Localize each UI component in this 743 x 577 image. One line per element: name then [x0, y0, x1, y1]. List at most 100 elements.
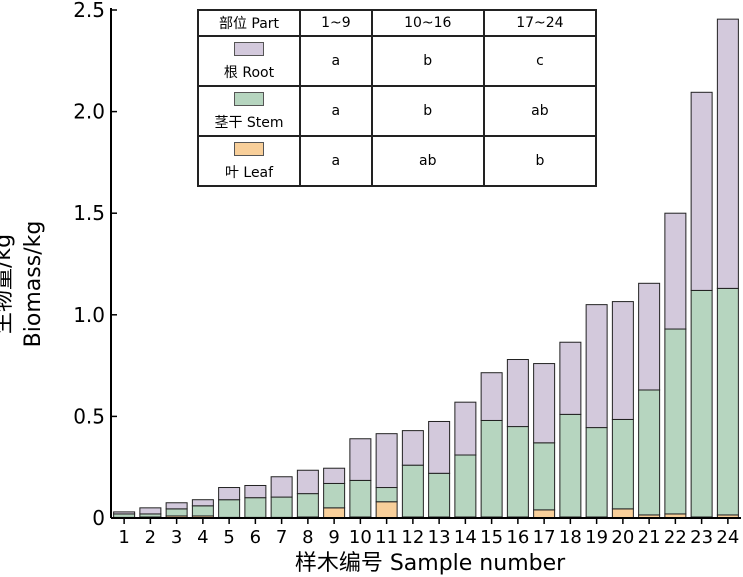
- legend-stem-cell: 茎干 Stem: [197, 85, 301, 137]
- leaf-sig-group-3: b: [482, 135, 598, 187]
- bar-root-17: [533, 363, 556, 444]
- y-tick-label-5: 2.5: [73, 0, 105, 22]
- bar-leaf-9: [323, 507, 346, 519]
- legend-header-row: 部位 Part 1~9 10~16 17~24: [197, 9, 598, 37]
- root-label: 根 Root: [223, 65, 275, 81]
- y-tick-label-1: 0.5: [73, 404, 105, 428]
- bar-root-7: [270, 476, 293, 498]
- bar-stem-7: [270, 496, 293, 518]
- x-tick-label-16: 16: [506, 527, 529, 548]
- legend-header-part: 部位 Part: [197, 9, 301, 37]
- bar-stem-5: [218, 499, 241, 518]
- bar-stem-8: [296, 493, 319, 518]
- bar-root-3: [165, 502, 188, 510]
- x-tick-label-21: 21: [638, 527, 661, 548]
- bar-stem-19: [585, 427, 608, 518]
- y-tick-label-4: 2.0: [73, 100, 105, 124]
- bar-stem-11: [375, 487, 398, 503]
- leaf-label: 叶 Leaf: [224, 165, 274, 181]
- bar-root-10: [349, 438, 372, 481]
- x-tick-label-20: 20: [611, 527, 634, 548]
- bar-root-20: [611, 301, 634, 420]
- bar-leaf-11: [375, 501, 398, 519]
- x-tick-label-4: 4: [197, 527, 208, 548]
- y-tick-label-3: 1.5: [73, 201, 105, 225]
- x-tick-label-14: 14: [454, 527, 477, 548]
- x-tick-label-22: 22: [664, 527, 687, 548]
- stem-sig-group-2: b: [370, 85, 485, 137]
- legend-row-leaf: 叶 Leaf a ab b: [197, 135, 598, 187]
- bar-stem-13: [428, 472, 451, 518]
- y-axis-label-cn: 生物量/kg: [0, 233, 16, 335]
- y-tick-label-2: 1.0: [73, 303, 105, 327]
- y-axis-label: 生物量/kg Biomass/kg: [0, 169, 61, 399]
- bar-root-14: [454, 401, 477, 456]
- bar-stem-14: [454, 454, 477, 518]
- bar-root-21: [638, 282, 661, 391]
- bar-stem-10: [349, 479, 372, 518]
- bar-stem-22: [664, 328, 687, 515]
- x-tick-label-18: 18: [559, 527, 582, 548]
- x-tick-label-24: 24: [716, 527, 739, 548]
- bar-root-16: [506, 359, 529, 428]
- x-tick-label-17: 17: [533, 527, 556, 548]
- bar-leaf-17: [533, 509, 556, 519]
- legend-header-group-1: 1~9: [299, 9, 373, 37]
- legend-row-stem: 茎干 Stem a b ab: [197, 85, 598, 137]
- bar-stem-6: [244, 497, 267, 518]
- bar-root-18: [559, 341, 582, 415]
- bar-root-2: [139, 507, 162, 515]
- y-tick-label-0: 0: [92, 506, 105, 530]
- x-axis-label: 样木编号 Sample number: [294, 551, 566, 576]
- stem-label: 茎干 Stem: [214, 115, 284, 131]
- bar-root-6: [244, 484, 267, 499]
- stem-sig-group-1: a: [299, 85, 373, 137]
- x-tick-label-2: 2: [145, 527, 156, 548]
- root-sig-group-2: b: [370, 35, 485, 87]
- bar-root-22: [664, 212, 687, 330]
- bar-root-1: [113, 511, 136, 515]
- legend-root-cell: 根 Root: [197, 35, 301, 87]
- legend-row-root: 根 Root a b c: [197, 35, 598, 87]
- bar-root-15: [480, 372, 503, 421]
- x-tick-label-8: 8: [302, 527, 313, 548]
- legend-header-group-2: 10~16: [370, 9, 485, 37]
- bar-stem-20: [611, 418, 634, 510]
- x-tick-label-12: 12: [401, 527, 424, 548]
- legend-significance-table: 部位 Part 1~9 10~16 17~24 根 Root a b c 茎干 …: [197, 9, 598, 187]
- bar-stem-3: [165, 508, 188, 517]
- leaf-sig-group-2: ab: [370, 135, 485, 187]
- bar-stem-9: [323, 482, 346, 509]
- bar-stem-18: [559, 413, 582, 518]
- x-tick-label-19: 19: [585, 527, 608, 548]
- bar-stem-21: [638, 389, 661, 516]
- bar-root-19: [585, 304, 608, 429]
- bar-root-9: [323, 467, 346, 484]
- bar-stem-4: [191, 505, 214, 517]
- bar-root-13: [428, 420, 451, 474]
- bar-root-4: [191, 499, 214, 507]
- y-axis-label-en: Biomass/kg: [21, 220, 46, 348]
- bar-root-11: [375, 433, 398, 489]
- bar-root-23: [690, 91, 713, 291]
- x-tick-label-6: 6: [250, 527, 261, 548]
- x-tick-label-1: 1: [118, 527, 129, 548]
- bar-stem-17: [533, 442, 556, 511]
- root-swatch: [234, 42, 264, 56]
- bar-stem-23: [690, 289, 713, 518]
- x-tick-label-9: 9: [328, 527, 339, 548]
- x-tick-label-15: 15: [480, 527, 503, 548]
- stem-sig-group-3: ab: [482, 85, 598, 137]
- bar-root-24: [716, 18, 739, 289]
- x-tick-label-5: 5: [223, 527, 234, 548]
- stem-swatch: [234, 92, 264, 106]
- root-sig-group-1: a: [299, 35, 373, 87]
- x-tick-label-23: 23: [690, 527, 713, 548]
- bar-root-12: [401, 430, 424, 466]
- bar-root-8: [296, 469, 319, 495]
- x-tick-label-7: 7: [276, 527, 287, 548]
- bar-stem-15: [480, 419, 503, 518]
- leaf-swatch: [234, 142, 264, 156]
- bar-stem-16: [506, 426, 529, 518]
